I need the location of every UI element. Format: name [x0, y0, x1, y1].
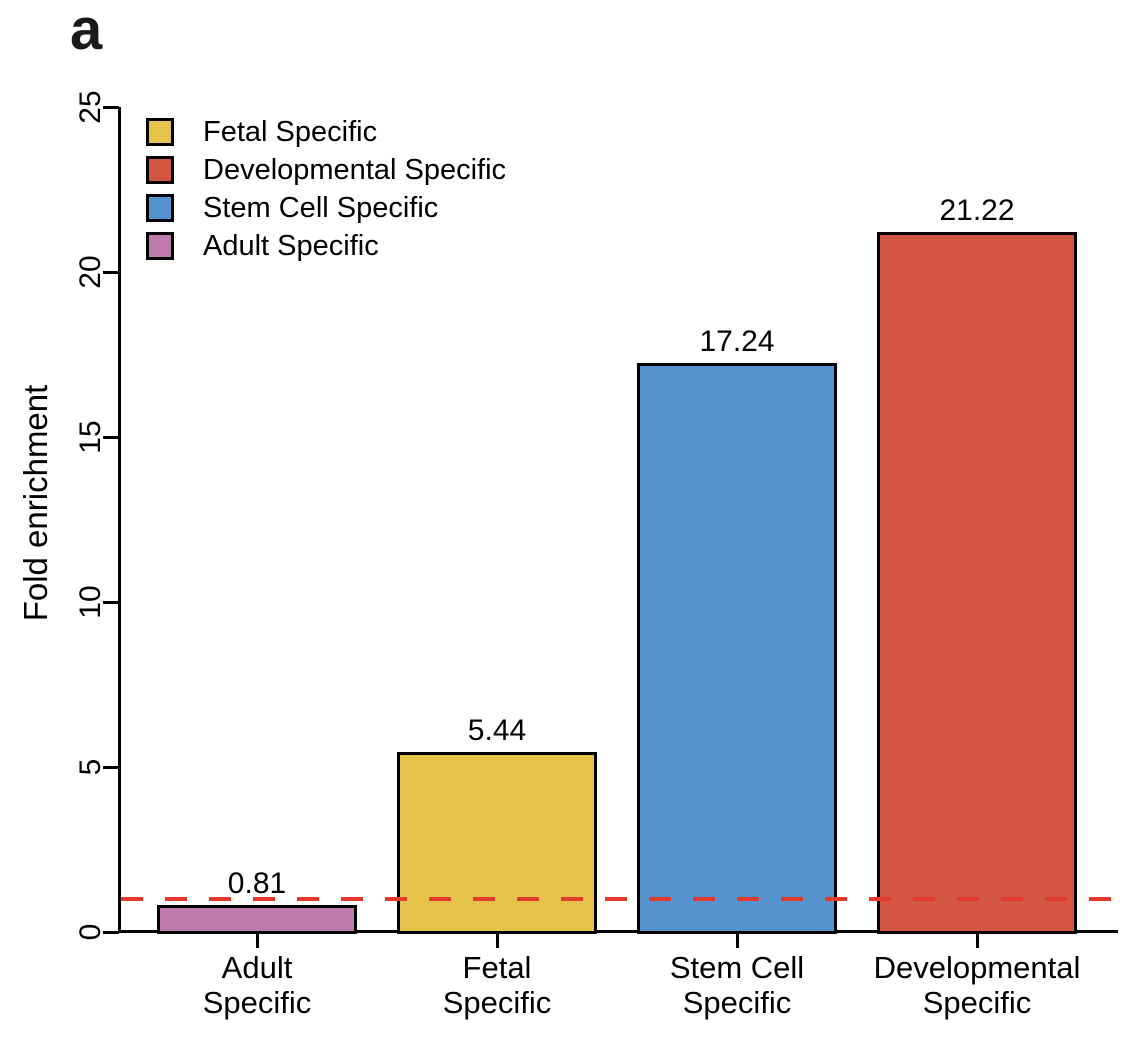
- x-tick: [735, 933, 739, 948]
- y-tick-label: 15: [74, 420, 107, 454]
- bar: [877, 231, 1077, 934]
- legend-swatch: [146, 156, 174, 184]
- y-tick-label: 10: [74, 585, 107, 619]
- bar: [157, 905, 357, 934]
- bar-value-label: 17.24: [699, 325, 775, 359]
- legend-label: Adult Specific: [203, 230, 379, 262]
- y-tick-label: 0: [74, 923, 107, 941]
- legend-label: Fetal Specific: [203, 116, 378, 148]
- legend-swatch: [146, 118, 174, 146]
- legend-swatch: [146, 232, 174, 260]
- y-tick-label: 25: [74, 90, 107, 124]
- x-category-label: Stem Cell Specific: [669, 950, 805, 1020]
- x-category-label: Developmental Specific: [873, 950, 1081, 1020]
- bar-value-label: 21.22: [939, 193, 1015, 227]
- x-tick: [975, 933, 979, 948]
- bar: [637, 363, 837, 934]
- panel-label: a: [70, 0, 103, 62]
- bar-value-label: 5.44: [467, 714, 527, 748]
- y-tick: [103, 435, 119, 439]
- y-tick-label: 5: [74, 758, 107, 776]
- y-tick: [103, 600, 119, 604]
- baseline-dashed-line: [121, 897, 1121, 901]
- x-tick: [255, 933, 259, 948]
- legend-label: Stem Cell Specific: [203, 192, 439, 224]
- y-tick: [103, 765, 119, 769]
- legend-swatch: [146, 194, 174, 222]
- legend-label: Developmental Specific: [203, 154, 507, 186]
- x-tick: [495, 933, 499, 948]
- y-tick: [103, 105, 119, 109]
- y-axis-title: Fold enrichment: [17, 384, 54, 622]
- x-category-label: Fetal Specific: [442, 950, 552, 1020]
- bar-value-label: 0.81: [227, 867, 287, 901]
- bar: [397, 752, 597, 934]
- y-tick: [103, 270, 119, 274]
- y-axis-line: [118, 107, 121, 933]
- x-axis-line: [118, 930, 1118, 933]
- x-category-label: Adult Specific: [202, 950, 312, 1020]
- y-tick-label: 20: [74, 255, 107, 289]
- y-tick: [103, 930, 119, 934]
